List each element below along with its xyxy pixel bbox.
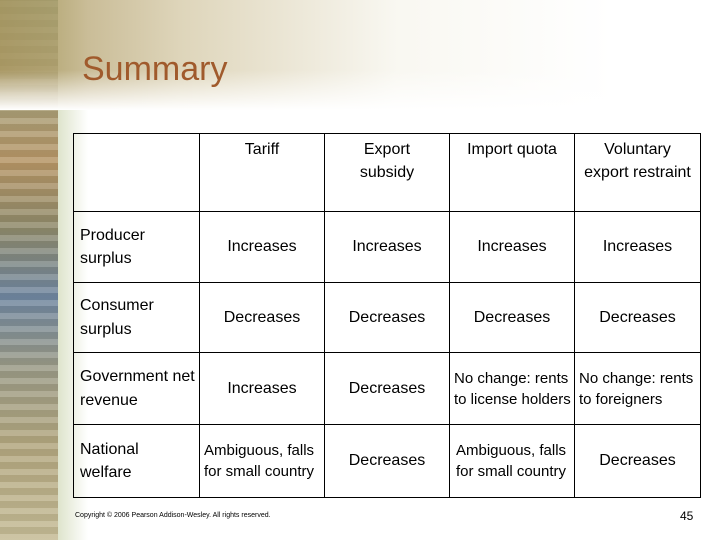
table-row: National welfare Ambiguous, falls for sm… (73, 424, 701, 498)
header-cell-import-quota: Import quota (449, 133, 575, 212)
table-cell: Increases (199, 211, 325, 283)
header-cell-tariff: Tariff (199, 133, 325, 212)
table-cell: No change: rents to license holders (449, 352, 575, 425)
table-cell: Increases (449, 211, 575, 283)
decorative-header-band (0, 0, 720, 110)
table-cell: Decreases (199, 282, 325, 353)
row-label-consumer-surplus: Consumer surplus (73, 282, 200, 353)
table-cell: Decreases (324, 352, 450, 425)
summary-table: Tariff Export subsidy Import quota Volun… (73, 133, 701, 498)
row-label-government-net-revenue: Government net revenue (73, 352, 200, 425)
table-cell: Increases (199, 352, 325, 425)
table-row: Government net revenue Increases Decreas… (73, 352, 701, 425)
row-label-producer-surplus: Producer surplus (73, 211, 200, 283)
table-cell: Decreases (574, 424, 701, 498)
table-header-row: Tariff Export subsidy Import quota Volun… (73, 133, 701, 212)
table-cell: Decreases (324, 424, 450, 498)
table-cell: Increases (574, 211, 701, 283)
table-cell: No change: rents to foreigners (574, 352, 701, 425)
copyright-footer: Copyright © 2006 Pearson Addison-Wesley.… (75, 512, 271, 519)
table-cell: Increases (324, 211, 450, 283)
page-number: 45 (680, 509, 694, 523)
header-cell-voluntary-export-restraint: Voluntary export restraint (574, 133, 701, 212)
slide-title: Summary (82, 50, 228, 88)
table-row: Consumer surplus Decreases Decreases Dec… (73, 282, 701, 353)
header-cell-export-subsidy: Export subsidy (324, 133, 450, 212)
table-cell: Decreases (324, 282, 450, 353)
table-cell: Decreases (449, 282, 575, 353)
table-cell: Ambiguous, falls for small country (449, 424, 575, 498)
table-cell: Decreases (574, 282, 701, 353)
table-cell: Ambiguous, falls for small country (199, 424, 325, 498)
header-cell-empty (73, 133, 200, 212)
row-label-national-welfare: National welfare (73, 424, 200, 498)
table-row: Producer surplus Increases Increases Inc… (73, 211, 701, 283)
